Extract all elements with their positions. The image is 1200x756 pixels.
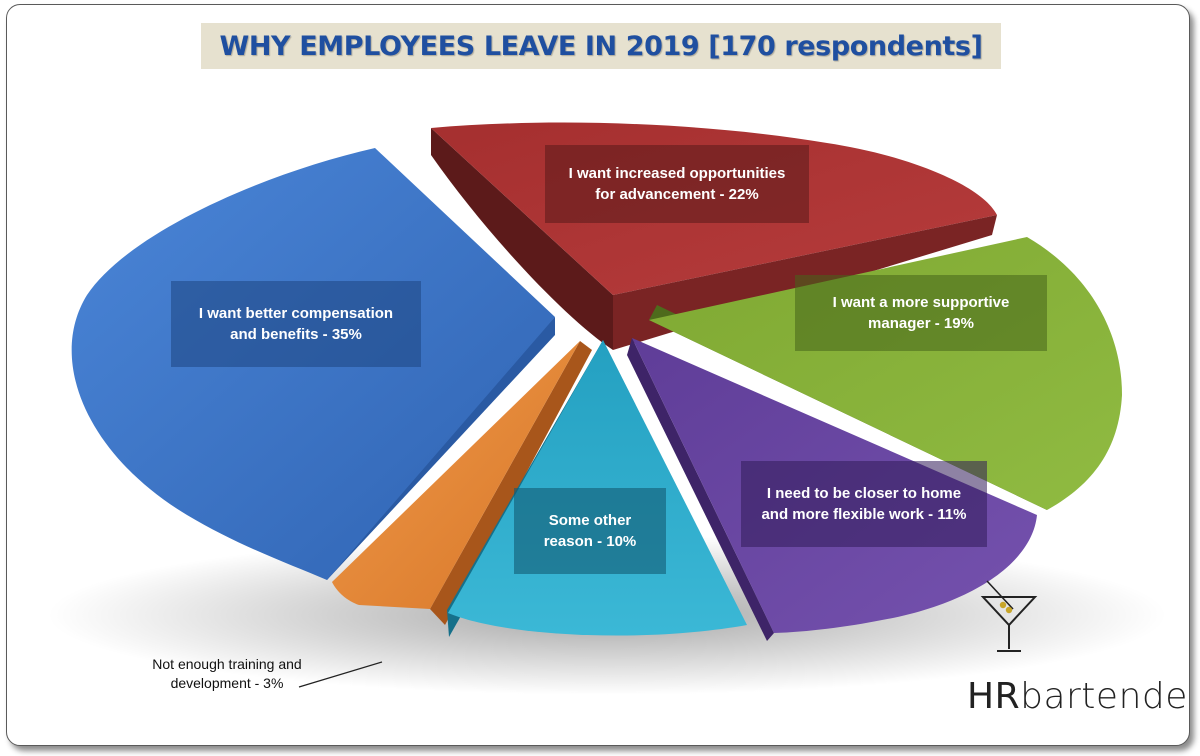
training-leader-line <box>298 661 383 688</box>
label-other-line2: reason - 10% <box>543 533 637 550</box>
label-training-line1: Not enough training and <box>152 656 302 672</box>
label-compensation: I want better compensation and benefits … <box>171 281 421 367</box>
label-manager-line2: manager - 19% <box>868 315 974 332</box>
chart-title-box: WHY EMPLOYEES LEAVE IN 2019 [170 respond… <box>201 23 1001 69</box>
label-compensation-line2: and benefits - 35% <box>230 326 362 343</box>
brand-wordmark: HRbartender <box>967 676 1190 717</box>
label-compensation-line1: I want better compensation <box>198 305 394 322</box>
label-flexible: I need to be closer to home and more fle… <box>741 461 987 547</box>
chart-frame: WHY EMPLOYEES LEAVE IN 2019 [170 respond… <box>6 4 1190 746</box>
pie-slice-advancement-side <box>431 128 613 350</box>
martini-glass-icon <box>980 580 1038 652</box>
label-training-line2: development - 3% <box>170 675 284 691</box>
label-other: Some other reason - 10% <box>514 488 666 574</box>
label-training: Not enough training and development - 3% <box>117 655 337 693</box>
label-manager: I want a more supportive manager - 19% <box>795 275 1047 351</box>
pie-slice-training-side <box>430 341 592 625</box>
label-manager-line1: I want a more supportive <box>832 294 1010 311</box>
pie-slice-training <box>332 341 580 609</box>
label-flexible-line2: and more flexible work - 11% <box>761 506 967 523</box>
label-flexible-line1: I need to be closer to home <box>766 485 962 502</box>
chart-title: WHY EMPLOYEES LEAVE IN 2019 [170 respond… <box>219 30 983 62</box>
label-advancement-line1: I want increased opportunities <box>568 165 786 182</box>
brand-prefix: HR <box>967 676 1021 717</box>
brand-logo: HRbartender <box>961 577 1189 717</box>
pie-slice-flexible-side <box>627 338 774 641</box>
label-other-line1: Some other <box>548 512 632 529</box>
label-advancement: I want increased opportunities for advan… <box>545 145 809 223</box>
label-advancement-line2: for advancement - 22% <box>595 186 759 203</box>
brand-suffix: bartender <box>1020 676 1190 717</box>
